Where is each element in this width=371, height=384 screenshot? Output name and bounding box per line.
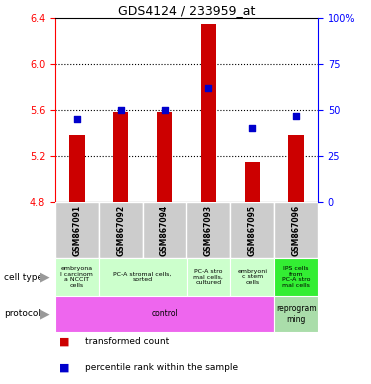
Point [74,116,80,122]
Text: PC-A stromal cells,
sorted: PC-A stromal cells, sorted [114,271,172,282]
Text: GSM867095: GSM867095 [248,205,257,255]
Bar [244,162,260,202]
Bar [157,112,172,202]
Text: ▶: ▶ [40,270,49,283]
Text: ▶: ▶ [40,308,49,321]
Text: cell type: cell type [4,273,43,281]
Text: GSM867091: GSM867091 [72,204,81,256]
Bar [274,202,318,258]
Bar [55,296,274,332]
Title: GDS4124 / 233959_at: GDS4124 / 233959_at [118,4,255,17]
Text: protocol: protocol [4,310,41,318]
Bar [274,296,318,332]
Point [118,107,124,113]
Bar [230,202,274,258]
Bar [288,135,304,202]
Point [206,85,211,91]
Bar [99,258,187,296]
Bar [187,258,230,296]
Point [293,113,299,119]
Text: control: control [151,310,178,318]
Text: GSM867094: GSM867094 [160,204,169,256]
Text: reprogram
ming: reprogram ming [276,304,316,324]
Bar [69,135,85,202]
Bar [55,258,99,296]
Text: GSM867093: GSM867093 [204,204,213,256]
Text: embryoni
c stem
cells: embryoni c stem cells [237,269,267,285]
Text: ■: ■ [59,337,69,347]
Bar [99,202,143,258]
Text: percentile rank within the sample: percentile rank within the sample [85,363,238,372]
Point [162,107,168,113]
Text: transformed count: transformed count [85,337,169,346]
Bar [187,202,230,258]
Bar [113,112,128,202]
Bar [55,202,99,258]
Text: ■: ■ [59,362,69,372]
Text: GSM867092: GSM867092 [116,204,125,256]
Bar [201,24,216,202]
Text: PC-A stro
mal cells,
cultured: PC-A stro mal cells, cultured [194,269,223,285]
Bar [143,202,187,258]
Text: GSM867096: GSM867096 [292,204,301,256]
Bar [230,258,274,296]
Text: embryona
l carcinom
a NCCIT
cells: embryona l carcinom a NCCIT cells [60,266,93,288]
Text: IPS cells
from
PC-A stro
mal cells: IPS cells from PC-A stro mal cells [282,266,310,288]
Point [249,125,255,131]
Bar [274,258,318,296]
